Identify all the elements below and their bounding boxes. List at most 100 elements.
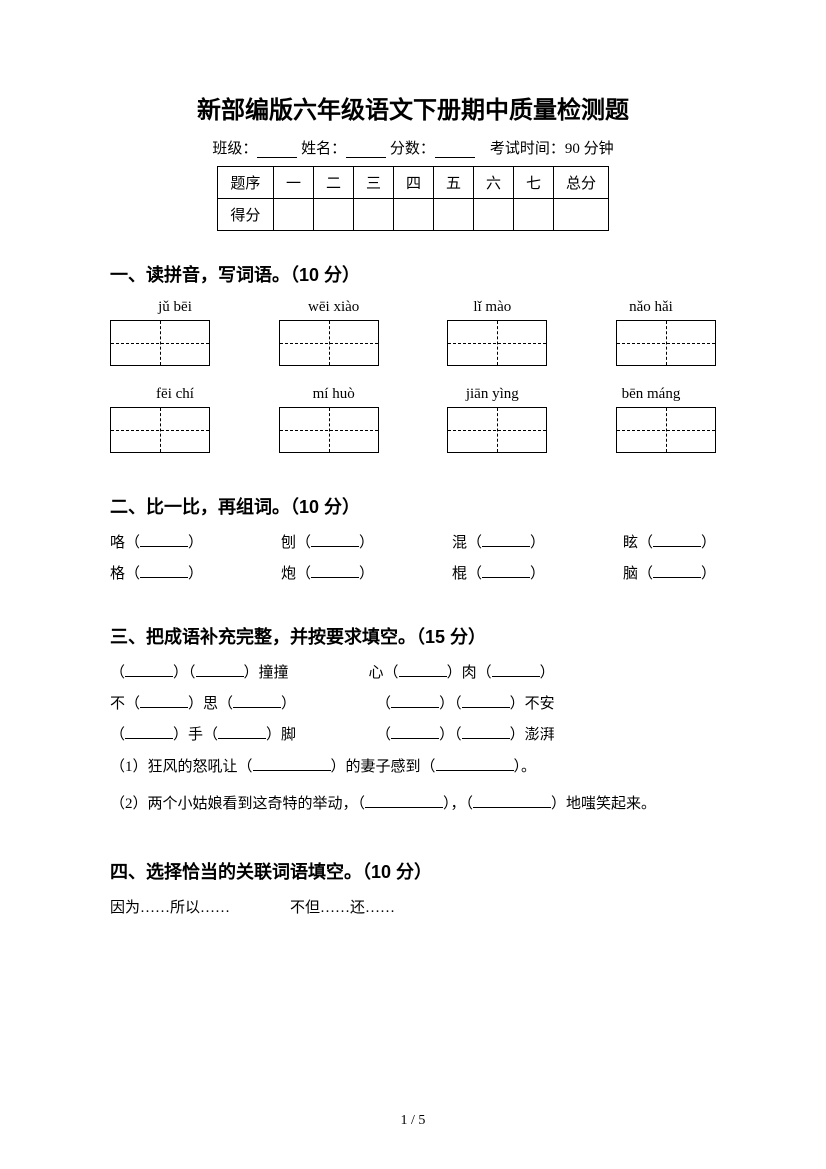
fill-blank[interactable] [140,564,188,578]
th-1: 一 [273,167,313,199]
th-3: 三 [353,167,393,199]
fill-blank[interactable] [233,694,281,708]
fill-blank[interactable] [399,663,447,677]
score-cell[interactable] [313,199,353,231]
idiom-right: 心（）肉（） [369,661,555,682]
char-box[interactable] [447,407,547,453]
pinyin-label: mí huò [269,386,399,403]
conj-options: 因为……所以…… 不但……还…… [110,896,716,917]
pinyin-label: jiān yìng [427,386,557,403]
score-table: 题序 一 二 三 四 五 六 七 总分 得分 [217,166,609,231]
th-5: 五 [434,167,474,199]
info-line: 班级： 姓名： 分数： 考试时间：90 分钟 [110,137,716,158]
char-box[interactable] [110,320,210,366]
fill-blank[interactable] [140,533,188,547]
fill-blank[interactable] [196,663,244,677]
th-total: 总分 [554,167,609,199]
section-3: 三、把成语补充完整，并按要求填空。（15 分） （）（）撞撞 心（）肉（） 不（… [110,623,716,818]
idiom-pair: 不（）思（） （）（）不安 [110,692,716,713]
pinyin-label: jǔ bēi [110,299,240,316]
score-cell[interactable] [353,199,393,231]
score-label: 分数： [390,141,435,157]
char-box[interactable] [279,320,379,366]
compare-item: 棍（） [452,562,545,583]
char-box-row-2 [110,407,716,453]
fill-blank[interactable] [492,663,540,677]
pinyin-row-1: jǔ bēi wēi xiào lǐ mào nǎo hǎi [110,299,716,316]
idiom-right: （）（）不安 [376,692,555,713]
th-label: 题序 [217,167,273,199]
fill-blank[interactable] [311,533,359,547]
score-blank[interactable] [435,142,475,158]
idiom-left: （）（）撞撞 [110,661,289,682]
fill-blank[interactable] [482,533,530,547]
idiom-q2: （2）两个小姑娘看到这奇特的举动，（），（）地嗤笑起来。 [110,791,716,818]
score-cell[interactable] [434,199,474,231]
section-4: 四、选择恰当的关联词语填空。（10 分） 因为……所以…… 不但……还…… [110,858,716,917]
compare-row-1: 咯（） 刨（） 混（） 眩（） [110,531,716,552]
fill-blank[interactable] [125,663,173,677]
score-cell[interactable] [273,199,313,231]
class-label: 班级： [212,141,257,157]
section4-title: 四、选择恰当的关联词语填空。（10 分） [110,858,716,884]
compare-item: 格（） [110,562,203,583]
idiom-right: （）（）澎湃 [376,723,555,744]
compare-item: 脑（） [623,562,716,583]
compare-item: 眩（） [623,531,716,552]
char-box[interactable] [110,407,210,453]
page-title: 新部编版六年级语文下册期中质量检测题 [110,90,716,125]
exam-time: 考试时间：90 分钟 [490,141,614,157]
fill-blank[interactable] [436,757,514,771]
pinyin-row-2: fēi chí mí huò jiān yìng bēn máng [110,386,716,403]
fill-blank[interactable] [653,533,701,547]
section3-title: 三、把成语补充完整，并按要求填空。（15 分） [110,623,716,649]
th-7: 七 [514,167,554,199]
score-cell[interactable] [474,199,514,231]
fill-blank[interactable] [482,564,530,578]
fill-blank[interactable] [311,564,359,578]
score-cell[interactable] [554,199,609,231]
compare-item: 炮（） [281,562,374,583]
section2-title: 二、比一比，再组词。（10 分） [110,493,716,519]
fill-blank[interactable] [473,794,551,808]
name-blank[interactable] [346,142,386,158]
char-box-row-1 [110,320,716,366]
class-blank[interactable] [257,142,297,158]
score-cell[interactable] [393,199,433,231]
idiom-q1: （1）狂风的怒吼让（）的妻子感到（）。 [110,754,716,781]
th-6: 六 [474,167,514,199]
score-cell[interactable] [514,199,554,231]
th-2: 二 [313,167,353,199]
fill-blank[interactable] [365,794,443,808]
pinyin-label: fēi chí [110,386,240,403]
section-1: 一、读拼音，写词语。（10 分） jǔ bēi wēi xiào lǐ mào … [110,261,716,453]
fill-blank[interactable] [140,694,188,708]
idiom-left: （）手（）脚 [110,723,296,744]
row-label: 得分 [217,199,273,231]
char-box[interactable] [279,407,379,453]
fill-blank[interactable] [462,694,510,708]
compare-item: 咯（） [110,531,203,552]
score-header-row: 题序 一 二 三 四 五 六 七 总分 [217,167,608,199]
pinyin-label: nǎo hǎi [586,299,716,316]
fill-blank[interactable] [391,725,439,739]
char-box[interactable] [447,320,547,366]
pinyin-label: wēi xiào [269,299,399,316]
char-box[interactable] [616,407,716,453]
th-4: 四 [393,167,433,199]
fill-blank[interactable] [218,725,266,739]
compare-item: 刨（） [281,531,374,552]
name-label: 姓名： [301,141,346,157]
compare-row-2: 格（） 炮（） 棍（） 脑（） [110,562,716,583]
fill-blank[interactable] [391,694,439,708]
fill-blank[interactable] [125,725,173,739]
idiom-left: 不（）思（） [110,692,296,713]
fill-blank[interactable] [253,757,331,771]
section1-title: 一、读拼音，写词语。（10 分） [110,261,716,287]
section-2: 二、比一比，再组词。（10 分） 咯（） 刨（） 混（） 眩（） 格（） 炮（）… [110,493,716,583]
fill-blank[interactable] [653,564,701,578]
idiom-pair: （）（）撞撞 心（）肉（） [110,661,716,682]
fill-blank[interactable] [462,725,510,739]
pinyin-label: bēn máng [586,386,716,403]
char-box[interactable] [616,320,716,366]
